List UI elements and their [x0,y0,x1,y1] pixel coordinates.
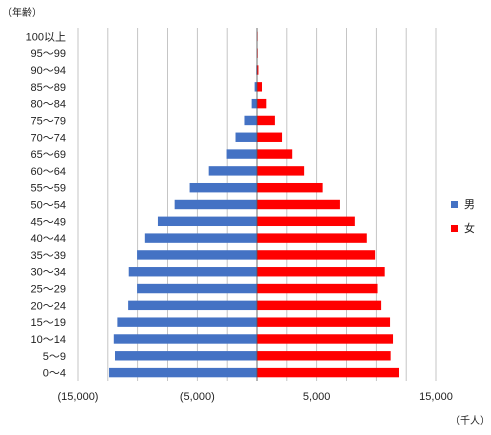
y-tick-label: 65～69 [31,149,66,161]
y-tick-label: 20～24 [31,300,66,312]
y-tick-label: 95～99 [31,48,66,60]
bar-male [109,367,257,378]
x-unit-label: （千人） [450,415,490,427]
y-tick-label: 15～19 [31,317,66,329]
bar-male [251,98,257,109]
bar-female [257,216,355,227]
bar-male [137,250,257,260]
bar-female [257,334,394,344]
legend-swatch [451,225,458,232]
y-tick-label: 70～74 [31,132,66,144]
y-tick-label: 85～89 [31,82,66,94]
bar-male [137,283,257,294]
y-axis-labels: 100以上 95～99 90～94 85～89 80～84 75～79 70～74 65～69… [26,30,66,379]
x-tick-label: 5,000 [303,391,331,403]
y-tick-label: 30～34 [31,267,66,279]
bar-male [254,82,257,92]
bar-male [226,149,257,159]
legend-label: 男 [464,199,475,211]
bar-male [174,199,257,210]
y-tick-label: 5～9 [43,351,66,363]
bar-female [257,367,400,378]
bar-female [257,283,378,294]
bar-female [257,82,263,92]
bar-female [257,182,323,193]
y-tick-label: 50～54 [31,200,66,212]
y-tick-label: 90～94 [31,65,66,77]
bar-male [114,351,257,361]
legend: 男女 [451,199,475,235]
legend-label: 女 [464,221,475,235]
y-tick-label: 45～49 [31,216,66,228]
bar-male [235,132,257,142]
bar-female [257,65,259,75]
x-tick-label: (15,000) [58,391,99,403]
bar-female [257,250,376,260]
bar-female [257,317,391,327]
y-tick-label: 35～39 [31,250,66,262]
x-tick-label: (5,000) [180,391,215,403]
bar-male [157,216,257,227]
bar-male [117,317,257,327]
legend-swatch [451,201,458,208]
x-tick-label: 15,000 [419,391,453,403]
y-tick-label: 55～59 [31,183,66,195]
bar-male [128,300,257,311]
bar-female [257,98,267,109]
y-tick-label: 10～14 [31,334,66,346]
bar-male [189,182,257,193]
x-axis-tick-labels: (15,000) (5,000) 5,000 15,000 [58,391,453,403]
bar-female [257,233,367,243]
y-unit-label: （年齢） [2,6,42,19]
bar-female [257,351,391,361]
bar-female [257,267,385,277]
y-tick-label: 40～44 [31,233,66,245]
bar-female [257,115,275,126]
bar-female [257,149,293,159]
y-tick-label: 60～64 [31,166,66,178]
bar-male [244,115,257,126]
bar-male [113,334,257,344]
y-tick-label: 80～84 [31,99,66,111]
y-tick-label: 75～79 [31,115,66,127]
bar-female [257,300,382,311]
bar-female [257,132,283,142]
bars [109,28,400,381]
bar-male [208,166,257,176]
y-tick-label: 0～4 [43,368,66,380]
bar-male [128,267,257,277]
y-tick-label: 25～29 [31,284,66,296]
y-tick-label: 100以上 [26,30,66,43]
bar-male [144,233,257,243]
bar-female [257,199,340,210]
bar-female [257,166,305,176]
